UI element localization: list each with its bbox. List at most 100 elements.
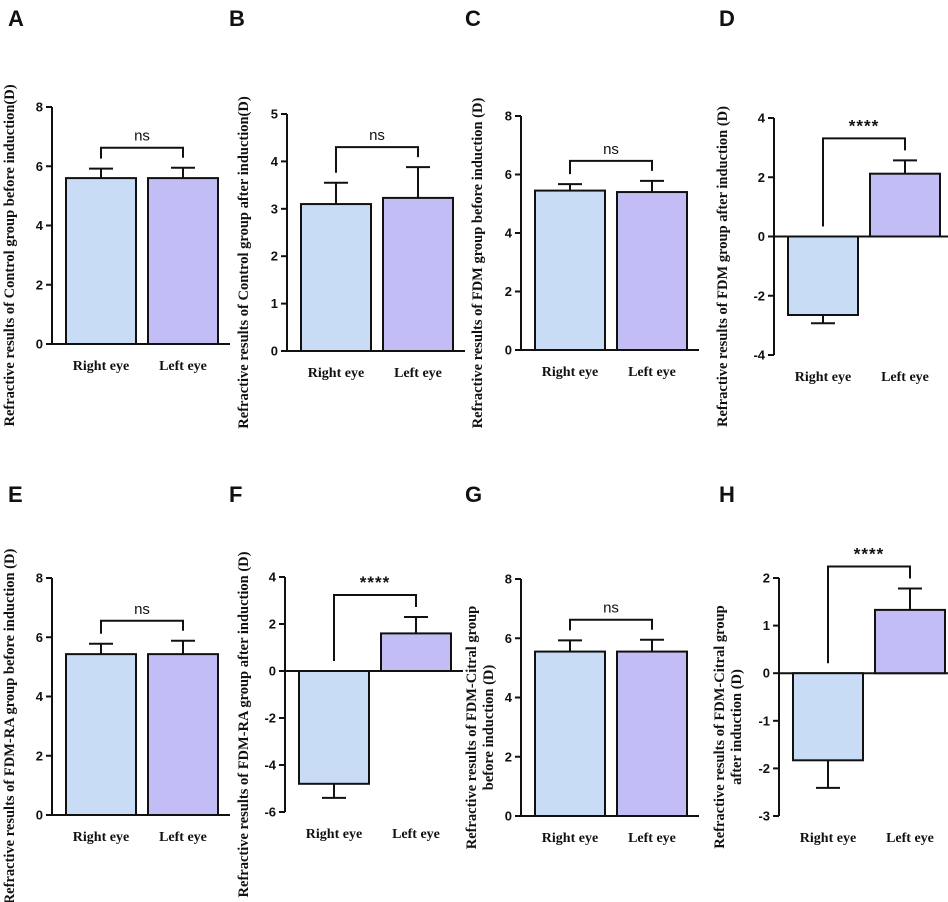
bar-right-eye (65, 653, 137, 816)
y-axis-title: Refractive results of Control group afte… (236, 96, 252, 429)
y-tick-label: 8 (36, 100, 43, 115)
significance-bracket (335, 146, 419, 173)
panel-letter: H (719, 482, 735, 507)
category-label: Right eye (73, 359, 129, 374)
bar-right-eye (65, 177, 137, 345)
significance-bracket (333, 593, 417, 661)
significance-bracket (100, 146, 184, 159)
bar-right-eye (534, 189, 606, 351)
y-tick-label: 6 (505, 167, 512, 182)
bar-left-eye (380, 632, 452, 673)
y-tick-label: 1 (271, 296, 278, 311)
category-label: Right eye (73, 830, 129, 845)
y-axis-title: before induction (D) (481, 665, 497, 791)
y-axis-title: Refractive results of FDM-Citral group (464, 606, 480, 849)
panel-letter: E (8, 482, 23, 507)
y-tick-label: 0 (505, 809, 512, 824)
y-tick-label: 6 (36, 159, 43, 174)
bar-left-eye (147, 177, 219, 345)
y-tick-label: -3 (758, 809, 770, 824)
y-tick-label: 2 (758, 170, 765, 185)
category-label: Left eye (392, 827, 440, 842)
significance-bracket (827, 565, 911, 664)
significance-label: ns (603, 141, 619, 158)
panel-h: H Refractive results of FDM-Citral group a… (712, 482, 948, 849)
bar-right-eye (300, 203, 372, 352)
y-axis-title: Refractive results of FDM-RA group after… (236, 551, 252, 897)
category-label: Right eye (795, 370, 851, 385)
significance-label: **** (360, 573, 390, 592)
y-tick-label: 0 (271, 344, 278, 359)
bar-right-eye (298, 670, 370, 785)
y-tick-label: 2 (36, 748, 43, 763)
y-tick-label: 6 (505, 631, 512, 646)
y-tick-label: 2 (36, 277, 43, 292)
panel-f: F Refractive results of FDM-RA group afte… (229, 482, 463, 897)
y-tick-label: -2 (264, 711, 276, 726)
y-tick-label: -4 (753, 348, 765, 363)
y-tick-label: 0 (505, 343, 512, 358)
panel-letter: F (229, 482, 242, 507)
panel-letter: G (465, 482, 482, 507)
category-label: Right eye (308, 366, 364, 381)
y-tick-label: 2 (505, 749, 512, 764)
y-tick-label: 0 (269, 664, 276, 679)
y-tick-label: 4 (505, 226, 513, 241)
y-tick-label: -1 (758, 713, 770, 728)
y-tick-label: -2 (753, 288, 765, 303)
y-tick-label: 4 (36, 689, 44, 704)
y-axis-title: Refractive results of FDM group before i… (470, 98, 486, 429)
y-tick-label: 2 (763, 571, 770, 586)
category-label: Left eye (628, 831, 676, 846)
y-tick-label: 2 (505, 284, 512, 299)
panel-c: C Refractive results of FDM group before … (465, 6, 699, 428)
y-tick-label: -4 (264, 758, 276, 773)
bar-right-eye (787, 235, 859, 317)
category-label: Right eye (800, 831, 856, 846)
y-tick-label: 4 (758, 111, 766, 126)
category-label: Left eye (881, 370, 929, 385)
y-tick-label: 8 (505, 109, 512, 124)
category-label: Right eye (306, 827, 362, 842)
bar-left-eye (616, 650, 688, 817)
category-label: Left eye (159, 359, 207, 374)
y-tick-label: 8 (36, 571, 43, 586)
y-tick-label: 2 (269, 617, 276, 632)
bar-left-eye (616, 191, 688, 351)
bar-left-eye (874, 608, 946, 675)
y-tick-label: 0 (36, 808, 43, 823)
significance-label: ns (603, 600, 619, 617)
panel-d: D Refractive results of FDM group after i… (715, 6, 948, 427)
bar-left-eye (869, 172, 941, 238)
significance-bracket (822, 137, 906, 227)
significance-label: ns (134, 128, 150, 145)
y-tick-label: 6 (36, 630, 43, 645)
significance-bracket (569, 159, 653, 175)
y-tick-label: 2 (271, 249, 278, 264)
y-axis-title: after induction (D) (729, 669, 745, 785)
significance-label: ns (369, 127, 385, 144)
y-axis-title: Refractive results of FDM-Citral group (712, 605, 728, 848)
panel-b: B Refractive results of Control group aft… (229, 6, 465, 429)
y-tick-label: 4 (271, 154, 279, 169)
significance-label: **** (854, 544, 884, 563)
y-tick-label: 0 (36, 337, 43, 352)
y-tick-label: 4 (36, 218, 44, 233)
y-tick-label: 4 (269, 570, 277, 585)
y-axis-title: Refractive results of FDM group after in… (715, 106, 731, 427)
category-label: Left eye (886, 831, 934, 846)
category-label: Left eye (394, 366, 442, 381)
bar-left-eye (147, 653, 219, 816)
bar-right-eye (792, 672, 864, 762)
y-tick-label: 4 (505, 690, 513, 705)
bar-right-eye (534, 650, 606, 817)
panel-letter: B (229, 6, 245, 31)
y-tick-label: 5 (271, 107, 278, 122)
category-label: Right eye (542, 365, 598, 380)
y-axis-title: Refractive results of FDM-RA group befor… (2, 549, 18, 902)
significance-label: **** (849, 116, 879, 135)
significance-label: ns (134, 601, 150, 618)
bar-left-eye (382, 196, 454, 352)
panel-a: A Refractive results of Control group bef… (2, 6, 230, 427)
